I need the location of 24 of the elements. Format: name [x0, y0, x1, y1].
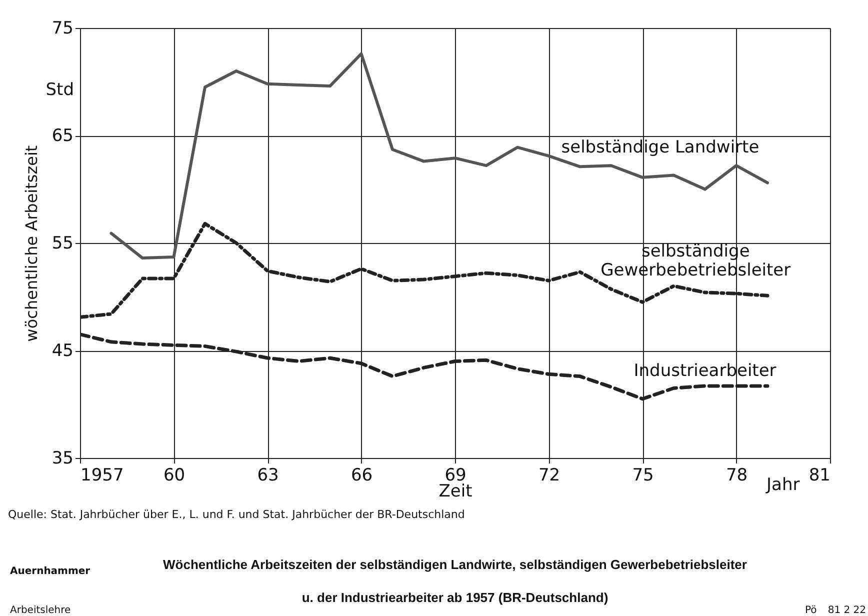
x-tick-label: 72	[538, 466, 560, 486]
y-tick-label: 65	[52, 126, 74, 146]
text: 81 2 22	[828, 605, 866, 616]
x-tick-label: 63	[257, 466, 279, 486]
x-tick-label: 75	[632, 466, 654, 486]
x-tick-label: 66	[350, 466, 373, 486]
text: Pö	[805, 605, 817, 616]
chart-title: Wöchentliche Arbeitszeiten der selbständigen Landwirte, selbständigen Gewerbebetriebsleiter u. der Industriearbeiter ab 1957 (BR-Deutschland)	[163, 557, 747, 605]
source-note: Quelle: Stat. Jahrbücher über E., L. und F. und Stat. Jahrbücher der BR-Deutschland	[8, 508, 465, 521]
x-axis-title: Zeit	[438, 482, 473, 502]
x-tick-label: 60	[163, 466, 186, 486]
y-tick-label: 75	[52, 18, 74, 38]
text: Auernhammer	[10, 566, 90, 577]
y-axis-title: wöchentliche Arbeitszeit	[22, 145, 41, 342]
text: Std	[46, 80, 74, 100]
x-tick-label: 1957	[80, 466, 124, 486]
x-tick-label: 81	[808, 466, 830, 486]
y-tick-label: 55	[52, 234, 74, 254]
y-tick-label: 35	[52, 448, 74, 468]
text: Jahr	[766, 475, 800, 495]
y-tick-label: 45	[52, 341, 74, 361]
x-tick-label: 78	[726, 466, 748, 486]
line-series	[110, 52, 769, 260]
text: Arbeitslehre	[10, 605, 71, 616]
